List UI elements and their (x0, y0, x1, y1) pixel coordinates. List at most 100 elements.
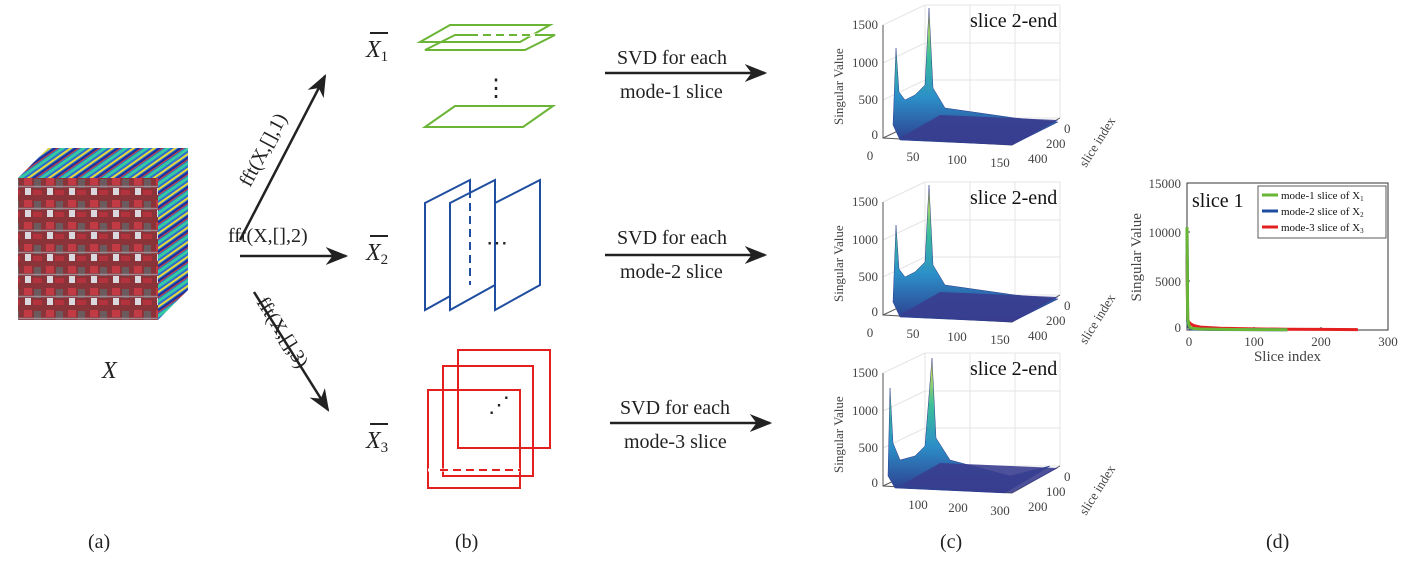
y-axis-label: slice index (1076, 462, 1119, 518)
y-tick-label: 200 (1046, 313, 1066, 328)
z-axis-label: Singular Value (831, 48, 846, 125)
cube-side-face (158, 148, 188, 320)
svd-label-line2: mode-2 slice (620, 261, 723, 283)
mode2-slices (424, 178, 541, 312)
x-tick-label: 300 (990, 503, 1010, 518)
grid-line (882, 256, 926, 278)
fft-mode2-label: fft(X,[],2) (228, 225, 308, 247)
legend-label: mode-1 slice of X1 (1281, 190, 1364, 203)
svd-arrow-1: SVD for each mode-1 slice (605, 47, 768, 103)
z-tick-label: 0 (872, 475, 879, 490)
mode1-slices (416, 24, 557, 128)
y-tick-label: 100 (1046, 484, 1066, 499)
x-tick-label: 0 (867, 325, 874, 340)
transformed-tensor-3-label: X3 (365, 423, 388, 456)
x-tick-label: 150 (990, 332, 1010, 347)
fft-mode1-arrow (238, 74, 327, 241)
x-tick-label: 200 (948, 500, 968, 515)
z-tick-label: 1500 (852, 365, 878, 380)
ellipsis-diagonal: ⋰ (488, 392, 510, 417)
grid-line (882, 219, 926, 241)
grid-line (882, 181, 926, 203)
fft-mode3-arrow (252, 291, 330, 412)
x-tick-label: 0 (1186, 334, 1193, 349)
y-axis-label: Singular Value (1129, 213, 1145, 302)
z-tick-label: 500 (859, 269, 879, 284)
z-tick-label: 1500 (852, 194, 878, 209)
panel-label-d: (d) (1266, 531, 1289, 553)
x-tick-label: 100 (908, 497, 928, 512)
svd-label-line2: mode-3 slice (624, 431, 727, 453)
grid-line (882, 79, 926, 101)
fft-mode1-label: fft(X,[],1) (235, 110, 292, 191)
panel-label-a: (a) (88, 531, 110, 553)
surface-floor (900, 463, 1058, 493)
svd-label-line1: SVD for each (620, 397, 730, 419)
y-tick-label: 0 (1064, 298, 1071, 313)
z-tick-label: 0 (872, 127, 879, 142)
z-tick-label: 1500 (852, 17, 878, 32)
y-axis-label: slice index (1076, 114, 1119, 170)
y-tick-label: 200 (1046, 136, 1066, 151)
x-tick-label: 50 (907, 326, 920, 341)
y-tick-label: 0 (1064, 469, 1071, 484)
grid-line (882, 4, 926, 26)
transformed-tensor-1-label: X1 (365, 32, 388, 65)
chart-annotation: slice 1 (1192, 190, 1244, 212)
ellipsis-horizontal: ⋯ (486, 230, 508, 255)
svd-arrow-3: SVD for each mode-3 slice (610, 397, 773, 453)
legend-label: mode-2 slice of X2 (1281, 206, 1364, 219)
cube-top-face (18, 148, 188, 178)
plot-title: slice 2-end (970, 358, 1057, 380)
y-tick-label: 400 (1028, 151, 1048, 166)
y-tick-label: 400 (1028, 328, 1048, 343)
y-axis-label: slice index (1076, 291, 1119, 347)
singular-value-surface (892, 7, 1059, 146)
mode3-slices (427, 349, 551, 489)
z-tick-label: 500 (859, 440, 879, 455)
panel-label-b: (b) (455, 531, 478, 553)
cube-front-face (18, 178, 158, 320)
ellipsis-vertical: ⋮ (484, 76, 508, 102)
panel-label-c: (c) (940, 531, 962, 553)
y-tick-label: 0 (1064, 121, 1071, 136)
x-tick-label: 200 (1311, 334, 1331, 349)
z-tick-label: 0 (872, 304, 879, 319)
z-tick-label: 500 (859, 92, 879, 107)
y-tick-label: 200 (1028, 499, 1048, 514)
legend-label: mode-3 slice of X3 (1281, 222, 1364, 235)
svd-label-line1: SVD for each (617, 227, 727, 249)
plot-title: slice 2-end (970, 187, 1057, 209)
y-tick-label: 5000 (1155, 274, 1181, 289)
y-tick-label: 15000 (1149, 176, 1182, 191)
svd-label-line1: SVD for each (617, 47, 727, 69)
x-tick-label: 100 (947, 152, 967, 167)
x-tick-label: 100 (947, 329, 967, 344)
slice1-singular-value-chart: 0 5000 10000 15000 0 100 200 300 Slice index Sing… (1129, 176, 1398, 365)
z-tick-label: 1000 (852, 232, 878, 247)
z-tick-label: 1000 (852, 55, 878, 70)
transformed-tensor-2-label: X2 (365, 235, 388, 268)
svd-arrow-2: SVD for each mode-2 slice (605, 227, 768, 283)
grid-line (882, 42, 926, 64)
y-tick-label: 10000 (1149, 225, 1182, 240)
series-line (1185, 227, 1288, 332)
x-tick-label: 150 (990, 155, 1010, 170)
z-tick-label: 1000 (852, 403, 878, 418)
svg-text:X1: X1 (365, 37, 388, 65)
x-axis-label: Slice index (1254, 349, 1322, 365)
surface-floor (900, 115, 1058, 145)
fft-mode3-label: fft(X,[],3) (252, 293, 313, 372)
legend: mode-1 slice of X1 mode-2 slice of X2 mode… (1257, 185, 1387, 239)
x-tick-label: 300 (1378, 334, 1398, 349)
y-tick-label: 0 (1175, 320, 1182, 335)
x-tick-label: 100 (1244, 334, 1264, 349)
grid-line (882, 352, 926, 374)
hyperspectral-cube (18, 148, 188, 320)
plot-title: slice 2-end (970, 10, 1057, 32)
z-axis-label: Singular Value (831, 396, 846, 473)
